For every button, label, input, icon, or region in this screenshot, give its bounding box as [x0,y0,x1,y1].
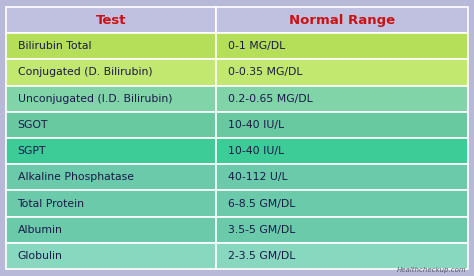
Bar [6,138,216,164]
Bar [216,33,468,59]
Bar [216,138,468,164]
Text: 6-8.5 GM/DL: 6-8.5 GM/DL [228,198,295,209]
Text: Conjugated (D. Bilirubin): Conjugated (D. Bilirubin) [18,67,152,78]
Bar [216,164,468,190]
Text: SGOT: SGOT [18,120,48,130]
Bar [216,59,468,86]
Bar [216,243,468,269]
Text: Test: Test [96,14,126,26]
Text: Normal Range: Normal Range [289,14,395,26]
Text: Alkaline Phosphatase: Alkaline Phosphatase [18,172,134,182]
Text: Globulin: Globulin [18,251,63,261]
Text: 2-3.5 GM/DL: 2-3.5 GM/DL [228,251,295,261]
Bar [6,59,216,86]
Text: 0.2-0.65 MG/DL: 0.2-0.65 MG/DL [228,94,313,104]
Bar [6,112,216,138]
Bar [6,217,216,243]
Text: Unconjugated (I.D. Bilirubin): Unconjugated (I.D. Bilirubin) [18,94,172,104]
Bar [6,190,216,217]
Text: 10-40 IU/L: 10-40 IU/L [228,146,284,156]
Bar [216,86,468,112]
Bar [216,7,468,33]
Text: 0-0.35 MG/DL: 0-0.35 MG/DL [228,67,302,78]
Bar [216,190,468,217]
Bar [6,86,216,112]
Text: 3.5-5 GM/DL: 3.5-5 GM/DL [228,225,295,235]
Text: SGPT: SGPT [18,146,46,156]
Text: Healthcheckup.com: Healthcheckup.com [397,267,467,273]
Text: 10-40 IU/L: 10-40 IU/L [228,120,284,130]
Text: 40-112 U/L: 40-112 U/L [228,172,288,182]
Bar [6,33,216,59]
Bar [216,112,468,138]
Bar [216,217,468,243]
Text: Total Protein: Total Protein [18,198,84,209]
Text: Bilirubin Total: Bilirubin Total [18,41,91,51]
Text: Albumin: Albumin [18,225,63,235]
Text: 0-1 MG/DL: 0-1 MG/DL [228,41,285,51]
Bar [6,7,216,33]
Bar [6,243,216,269]
Bar [6,164,216,190]
